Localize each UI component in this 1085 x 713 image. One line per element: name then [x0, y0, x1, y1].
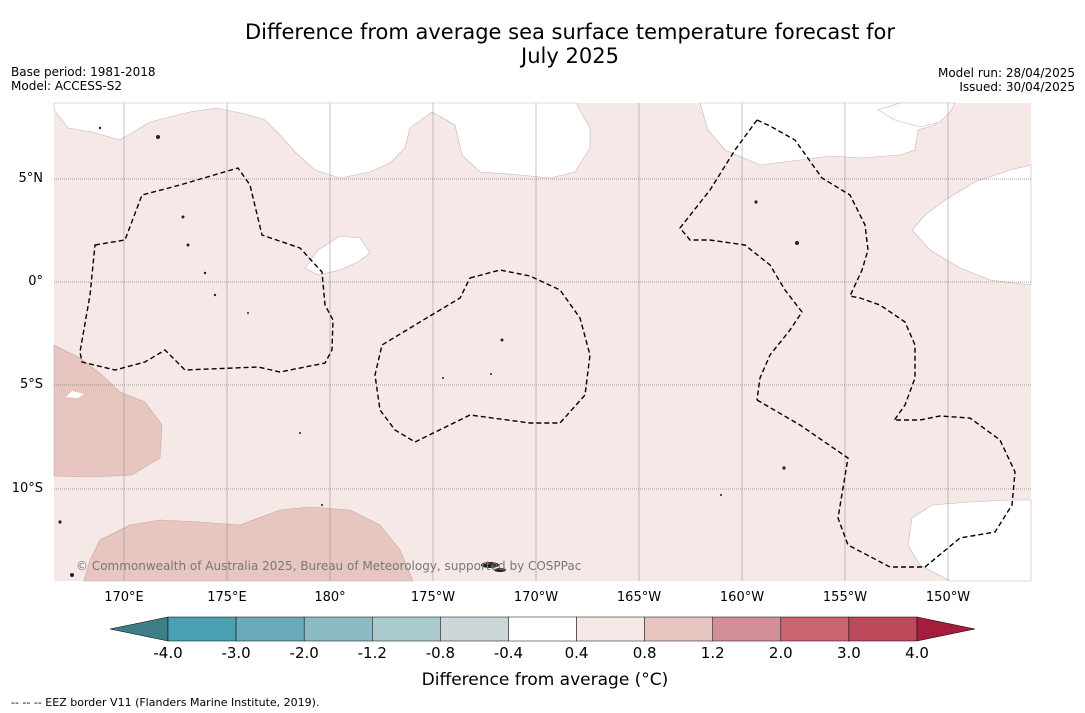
colorbar-under-arrow — [109, 616, 169, 642]
title-line-2: July 2025 — [521, 44, 619, 68]
map-background — [54, 103, 1031, 581]
island — [70, 573, 74, 577]
colorbar-tick-label: 0.8 — [632, 644, 657, 662]
lon-label-165w: 165°W — [616, 590, 662, 605]
colorbar-tick-label: -3.0 — [221, 644, 251, 662]
colorbar-tick-label: -0.4 — [493, 644, 524, 662]
longitude-gridlines — [123, 103, 949, 581]
colorbar — [109, 616, 976, 642]
island — [213, 293, 217, 297]
white-region-north-east — [699, 102, 956, 166]
island — [500, 338, 504, 342]
lat-label-0: 0° — [28, 274, 43, 289]
title-line-1: Difference from average sea surface temp… — [245, 20, 895, 44]
island — [490, 373, 492, 375]
white-region-north-far-east — [877, 102, 956, 128]
map-title: Difference from average sea surface temp… — [170, 20, 970, 68]
island — [782, 466, 786, 470]
eez-tuvalu-kiribati-west — [79, 167, 334, 373]
colorbar-tick-label: 4.0 — [905, 644, 929, 662]
island — [481, 562, 499, 568]
colorbar-bin — [644, 616, 713, 642]
islands — [58, 126, 799, 577]
island — [181, 215, 185, 219]
colorbar-tick-label: 1.2 — [700, 644, 725, 662]
warm-region-west — [53, 344, 163, 478]
colorbar-bin — [712, 616, 782, 642]
island — [494, 568, 506, 572]
meta-left: Base period: 1981-2018 Model: ACCESS-S2 — [11, 65, 156, 93]
island — [98, 126, 102, 130]
white-region-south-east — [907, 499, 1032, 582]
island — [754, 200, 758, 204]
warm-anomaly-regions — [53, 344, 414, 582]
near-average-regions — [53, 102, 1032, 582]
eez-line-islands-north — [679, 119, 803, 401]
eez-borders — [79, 119, 1016, 568]
eez-cook-islands-boundary — [756, 399, 1016, 568]
colorbar-bin — [235, 616, 305, 642]
colorbar-tick-label: -4.0 — [153, 644, 183, 662]
copyright-text: © Commonwealth of Australia 2025, Bureau… — [76, 559, 582, 573]
island — [299, 432, 301, 434]
lon-label-180: 180° — [314, 590, 346, 605]
lon-label-170e: 170°E — [104, 590, 144, 605]
lat-label-5s: 5°S — [19, 377, 43, 392]
white-region-east — [911, 164, 1032, 286]
island — [442, 377, 444, 379]
issued-date: Issued: 30/04/2025 — [959, 80, 1075, 94]
eez-phoenix-islands — [374, 269, 591, 443]
island — [321, 504, 323, 506]
island — [186, 243, 190, 247]
colorbar-over-arrow — [916, 616, 976, 642]
colorbar-bin — [848, 616, 918, 642]
lon-label-175w: 175°W — [410, 590, 456, 605]
model-name: Model: ACCESS-S2 — [11, 79, 123, 93]
colorbar-tick-label: -0.8 — [425, 644, 455, 662]
lat-label-10s: 10°S — [11, 481, 43, 496]
white-region-island — [304, 235, 371, 276]
eez-legend: -- -- -- EEZ border V11 (Flanders Marine… — [11, 696, 320, 709]
colorbar-bin — [440, 616, 509, 642]
eez-line-islands — [756, 119, 916, 423]
island — [720, 494, 722, 496]
lon-label-170w: 170°W — [513, 590, 559, 605]
colorbar-tick-label: 0.4 — [564, 644, 589, 662]
base-period: Base period: 1981-2018 — [11, 65, 156, 79]
model-run: Model run: 28/04/2025 — [937, 66, 1075, 80]
lon-label-160w: 160°W — [719, 590, 765, 605]
lon-label-175e: 175°E — [207, 590, 247, 605]
island — [156, 135, 160, 139]
colorbar-tick-label: 2.0 — [768, 644, 793, 662]
colorbar-bin — [372, 616, 441, 642]
colorbar-bin — [167, 616, 237, 642]
lon-label-150w: 150°W — [925, 590, 971, 605]
colorbar-bin — [303, 616, 373, 642]
colorbar-label: Difference from average (°C) — [421, 670, 669, 690]
colorbar-tick-label: -1.2 — [357, 644, 387, 662]
white-region-north-west — [53, 102, 591, 179]
island — [247, 312, 249, 314]
colorbar-tick-label: 3.0 — [836, 644, 861, 662]
colorbar-bin — [780, 616, 850, 642]
small-white-patch — [66, 391, 84, 398]
colorbar-bin — [576, 616, 645, 642]
island — [795, 241, 799, 245]
warm-region-south — [83, 506, 414, 582]
island — [58, 520, 62, 524]
lat-label-5n: 5°N — [18, 171, 44, 186]
colorbar-bin — [508, 616, 577, 642]
lon-label-155w: 155°W — [822, 590, 868, 605]
island — [203, 271, 207, 275]
colorbar-tick-label: -2.0 — [289, 644, 319, 662]
meta-right: Model run: 28/04/2025 Issued: 30/04/2025 — [938, 66, 1075, 94]
